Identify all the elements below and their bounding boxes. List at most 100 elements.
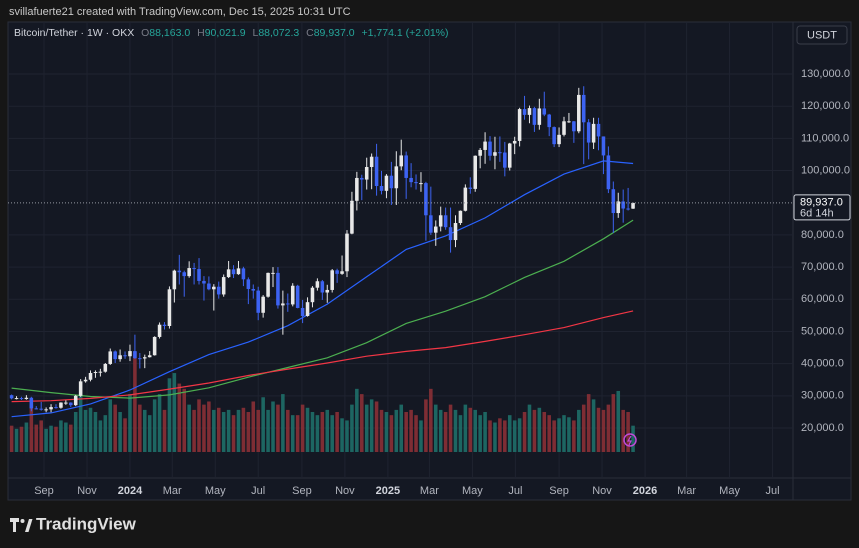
volume-bar: [478, 415, 482, 452]
candle-body: [88, 372, 93, 380]
candle-body: [29, 397, 34, 409]
volume-bar: [44, 428, 48, 452]
candle-body: [389, 175, 394, 189]
volume-bar: [414, 415, 418, 452]
candle-body: [512, 140, 517, 144]
candle-body: [611, 189, 616, 214]
candle-body: [108, 351, 113, 364]
volume-bar: [611, 394, 616, 452]
volume-bar: [503, 420, 507, 452]
volume-bar: [419, 420, 423, 452]
candle-body: [414, 182, 418, 184]
volume-bar: [616, 390, 621, 452]
volume-bar: [463, 404, 468, 452]
candle-body: [59, 402, 63, 408]
candle-body: [197, 269, 201, 281]
x-tick-label: Sep: [34, 485, 54, 497]
volume-bar: [547, 415, 551, 452]
candle-body: [443, 215, 448, 228]
volume-bar: [83, 409, 88, 452]
volume-bar: [24, 422, 29, 452]
candle-body: [503, 152, 507, 168]
volume-bar: [498, 418, 502, 452]
candle-body: [517, 109, 522, 141]
volume-bar: [251, 401, 256, 452]
x-tick-label: Mar: [420, 485, 439, 497]
x-tick-label: Mar: [163, 485, 182, 497]
brand: TradingView: [36, 514, 137, 533]
volume-bar: [98, 420, 103, 452]
y-tick-label: 120,000.0: [801, 100, 850, 112]
candle-body: [19, 398, 24, 400]
volume-bar: [34, 424, 39, 452]
volume-bar: [202, 404, 206, 452]
volume-bar: [231, 415, 236, 452]
candle-body: [552, 127, 556, 145]
volume-bar: [39, 420, 43, 452]
currency[interactable]: USDT: [807, 29, 837, 41]
volume-bar: [93, 412, 98, 452]
candle-body: [138, 358, 142, 360]
last-price-label: 89,937.0: [800, 196, 843, 208]
y-tick-label: 40,000.0: [801, 358, 844, 370]
volume-bar: [512, 420, 517, 452]
volume-bar: [192, 409, 196, 452]
volume-bar: [488, 420, 492, 452]
volume-bar: [557, 418, 561, 452]
legend: Bitcoin/Tether · 1W · OKX O88,163.0 H90,…: [14, 27, 449, 39]
change: +1,774.1 (+2.01%): [362, 27, 449, 39]
volume-bar: [281, 394, 285, 452]
volume-bar: [64, 422, 68, 452]
candle-body: [142, 357, 147, 359]
volume-bar: [266, 409, 270, 452]
x-tick-label: Jul: [251, 485, 265, 497]
event-icon[interactable]: [623, 433, 637, 447]
candle-body: [498, 152, 502, 154]
candle-body: [113, 351, 117, 360]
candle-body: [271, 272, 275, 274]
volume-bar: [261, 397, 265, 452]
volume-bar: [315, 415, 320, 452]
candle-body: [532, 108, 537, 125]
candle-body: [310, 287, 315, 303]
volume-bar: [325, 409, 330, 452]
volume-bar: [78, 394, 83, 452]
volume-bar: [483, 412, 487, 452]
candle-body: [438, 215, 443, 227]
quote-value: 89,937.0: [314, 27, 355, 39]
quote-key: O: [141, 27, 149, 39]
candle-body: [152, 336, 157, 356]
candle-body: [424, 183, 428, 216]
volume-bar: [286, 409, 290, 452]
volume-bar: [172, 373, 177, 452]
volume-bar: [468, 407, 473, 452]
candle-body: [177, 270, 182, 273]
currency-button[interactable]: [796, 25, 848, 45]
y-tick-label: 60,000.0: [801, 293, 844, 305]
candle-body: [453, 223, 458, 241]
moving-average-line: [11, 310, 634, 403]
candle-body: [493, 152, 497, 156]
brand-logo: [10, 518, 33, 532]
volume-bar: [142, 409, 147, 452]
volume-bar: [256, 409, 260, 452]
volume-bar: [458, 415, 463, 452]
candle-body: [98, 371, 103, 373]
y-tick-label: 80,000.0: [801, 229, 844, 241]
candle-body: [345, 233, 349, 272]
candle-body: [34, 408, 39, 410]
volume-bar: [581, 404, 586, 452]
x-tick-label: Jul: [508, 485, 522, 497]
volume-bar: [49, 425, 53, 452]
candle-body: [616, 201, 621, 214]
candle-body: [236, 268, 241, 275]
x-tick-label: May: [205, 485, 226, 497]
candle-body: [78, 381, 83, 396]
volume-bar: [369, 399, 374, 452]
grid: [8, 22, 793, 478]
symbol: Bitcoin/Tether · 1W · OKX: [14, 27, 134, 39]
volume-bar: [54, 426, 58, 452]
axes: 20,000.0 30,000.0 40,000.0 50,000.0 60,000.0…: [8, 68, 851, 497]
quote-value: 88,072.3: [258, 27, 299, 39]
volume-bar: [626, 412, 630, 452]
